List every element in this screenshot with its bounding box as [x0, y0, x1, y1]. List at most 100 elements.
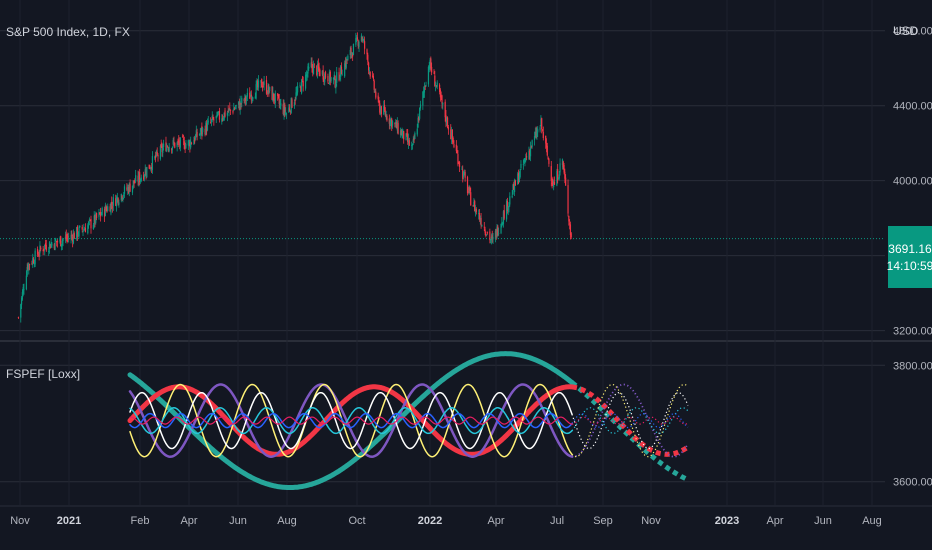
- candle-body: [319, 69, 321, 76]
- candle-body: [190, 140, 192, 148]
- candle-body: [256, 82, 258, 85]
- wave-line: [129, 407, 573, 435]
- candle-body: [508, 202, 510, 208]
- candle-body: [408, 140, 410, 146]
- candle-body: [302, 80, 304, 87]
- candle-body: [162, 143, 165, 148]
- candle-body: [419, 107, 421, 119]
- candle-body: [168, 146, 170, 152]
- candle-body: [60, 244, 63, 247]
- candle-body: [120, 193, 122, 201]
- candle-body: [457, 154, 459, 165]
- candle-body: [304, 74, 307, 89]
- candle-body: [255, 84, 257, 99]
- candle-body: [490, 236, 493, 241]
- candle-body: [534, 131, 536, 136]
- candle-body: [463, 172, 465, 174]
- grid-lines: [0, 0, 932, 505]
- candle-body: [442, 102, 444, 105]
- candle-body: [366, 49, 368, 55]
- candle-body: [466, 177, 469, 194]
- candle-body: [431, 66, 433, 73]
- candle-body: [307, 66, 309, 74]
- candle-body: [453, 143, 455, 148]
- candle-body: [513, 180, 516, 193]
- candle-body: [561, 159, 564, 166]
- candle-body: [77, 234, 79, 236]
- candle-body: [338, 72, 340, 81]
- candle-body: [116, 196, 118, 199]
- candle-body: [140, 177, 142, 181]
- candle-body: [173, 141, 175, 143]
- candle-body: [207, 120, 209, 123]
- indicator-axis[interactable]: 3800.00 3600.00: [893, 360, 932, 488]
- candle-body: [55, 240, 57, 242]
- candle-body: [556, 171, 558, 186]
- candle-body: [339, 78, 341, 80]
- candle-body: [417, 117, 419, 128]
- candle-body: [257, 80, 260, 88]
- candle-body: [190, 142, 193, 144]
- candle-body: [48, 250, 50, 252]
- candle-body: [171, 146, 173, 151]
- candle-body: [132, 180, 134, 187]
- candle-body: [288, 107, 290, 113]
- candle-body: [162, 148, 164, 154]
- candle-body: [122, 197, 124, 200]
- candle-body: [444, 101, 446, 118]
- candle-body: [340, 66, 343, 75]
- candle-body: [187, 140, 189, 146]
- candle-body: [497, 226, 499, 236]
- time-tick-label: Apr: [180, 515, 197, 527]
- candle-body: [37, 255, 39, 257]
- candle-body: [195, 130, 197, 138]
- candle-body: [170, 148, 173, 151]
- candle-body: [48, 242, 51, 250]
- bar-countdown: 14:10:59: [886, 258, 932, 273]
- candle-body: [473, 201, 475, 206]
- candle-body: [138, 173, 140, 183]
- time-tick-label: 2021: [57, 515, 81, 527]
- candle-body: [210, 119, 213, 122]
- time-axis[interactable]: Nov 2021 Feb Apr Jun Aug Oct 2022 Apr Jul Sep Nov 20…: [0, 505, 932, 527]
- candle-body: [56, 240, 58, 243]
- candle-body: [351, 52, 353, 56]
- candle-body: [328, 71, 331, 84]
- candle-body: [332, 77, 335, 80]
- candle-body: [194, 137, 196, 142]
- candle-body: [194, 135, 197, 140]
- candle-body: [567, 185, 569, 214]
- candle-body: [90, 219, 92, 229]
- candle-body: [501, 222, 503, 224]
- price-candles: [17, 32, 572, 323]
- currency-label[interactable]: USD: [893, 24, 919, 38]
- wave-projection: [571, 412, 689, 429]
- candle-body: [40, 247, 42, 250]
- candle-body: [445, 115, 447, 123]
- candle-body: [344, 63, 346, 77]
- candle-body: [111, 206, 114, 208]
- candle-body: [87, 225, 89, 234]
- candle-body: [36, 249, 39, 255]
- candle-body: [34, 250, 36, 265]
- time-tick-label: Jun: [229, 515, 247, 527]
- candle-body: [222, 118, 224, 120]
- candle-body: [406, 133, 408, 135]
- candle-body: [435, 85, 438, 87]
- candle-body: [32, 258, 34, 265]
- candle-body: [484, 229, 486, 233]
- indicator-tick-label: 3800.00: [893, 360, 932, 372]
- indicator-waves: [127, 351, 690, 490]
- candle-body: [391, 118, 393, 128]
- indicator-title[interactable]: FSPEF [Loxx]: [6, 367, 81, 381]
- candle-body: [522, 163, 524, 165]
- candle-body: [451, 129, 453, 140]
- time-tick-label: Jul: [550, 515, 564, 527]
- symbol-title[interactable]: S&P 500 Index, 1D, FX: [6, 25, 130, 39]
- candle-body: [322, 70, 324, 80]
- candle-body: [435, 85, 437, 87]
- time-tick-label: Nov: [641, 515, 661, 527]
- price-tick-label: 3200.00: [893, 326, 932, 338]
